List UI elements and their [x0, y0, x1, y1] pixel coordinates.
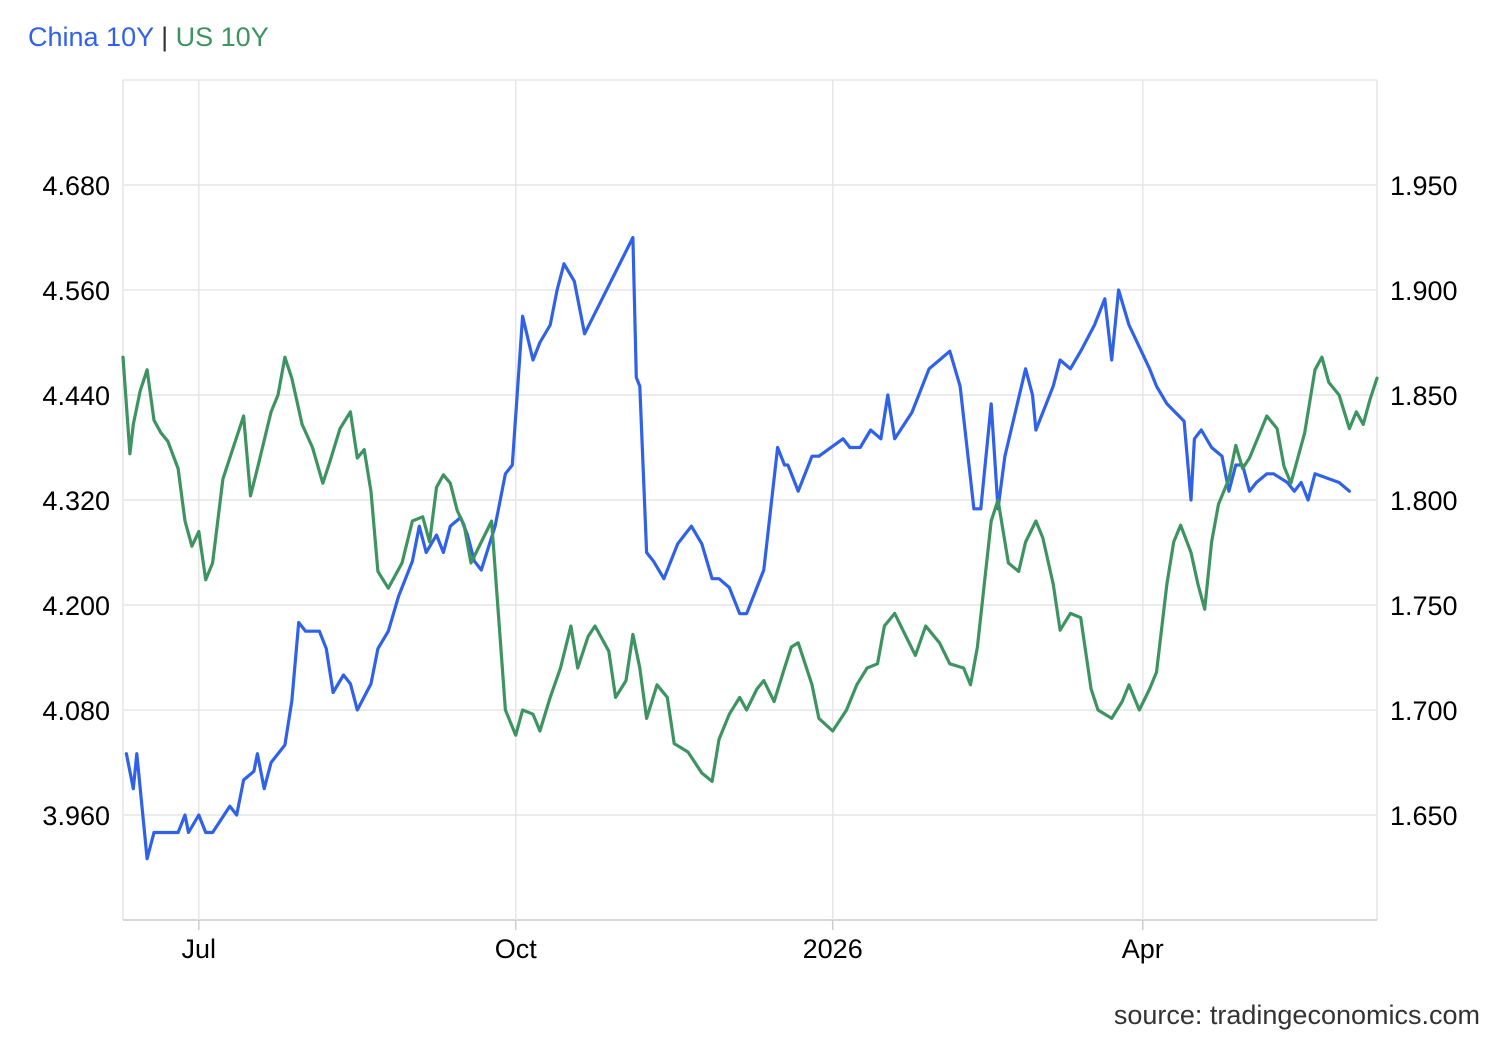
left-axis-tick-label: 4.200 [42, 591, 110, 621]
left-axis-tick-label: 4.440 [42, 381, 110, 411]
legend-us-10y[interactable]: US 10Y [175, 22, 269, 52]
right-axis-tick-label: 1.900 [1390, 276, 1458, 306]
right-axis-tick-label: 1.800 [1390, 486, 1458, 516]
left-axis-tick-label: 4.560 [42, 276, 110, 306]
series-line-us-10y[interactable] [121, 355, 1379, 783]
x-axis-tick-label: Apr [1122, 934, 1164, 964]
left-axis-tick-label: 4.080 [42, 696, 110, 726]
right-axis-tick-label: 1.750 [1390, 591, 1458, 621]
chart-legend: China 10Y | US 10Y [28, 22, 269, 53]
right-axis-tick-label: 1.950 [1390, 171, 1458, 201]
left-axis-tick-label: 4.680 [42, 171, 110, 201]
right-axis-tick-label: 1.850 [1390, 381, 1458, 411]
series-line-china-10y[interactable] [124, 235, 1351, 861]
right-axis-tick-label: 1.650 [1390, 801, 1458, 831]
axes-layer: 4.680 4.560 4.440 4.320 4.200 4.080 3.960 1.950… [42, 171, 1457, 964]
right-axis-tick-label: 1.700 [1390, 696, 1458, 726]
x-axis-tick-label: Oct [495, 934, 538, 964]
left-axis-tick-label: 3.960 [42, 801, 110, 831]
grid-layer [122, 79, 1378, 930]
legend-separator: | [161, 22, 169, 52]
legend-china-10y[interactable]: China 10Y [28, 22, 154, 52]
left-axis-tick-label: 4.320 [42, 486, 110, 516]
series-layer [121, 235, 1379, 861]
x-axis-tick-label: 2026 [803, 934, 863, 964]
source-credit: source: tradingeconomics.com [1113, 1000, 1480, 1030]
x-axis-tick-label: Jul [182, 934, 217, 964]
